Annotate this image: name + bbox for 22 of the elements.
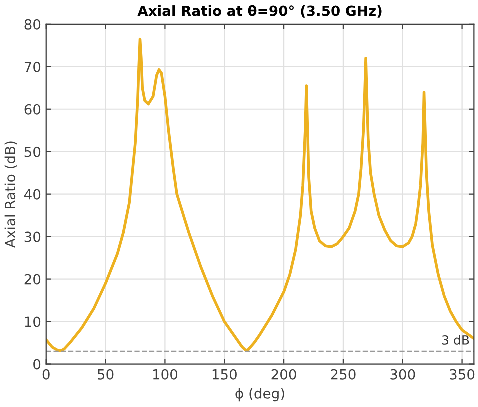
y-tick-label: 50 xyxy=(24,146,41,158)
x-tick-label: 350 xyxy=(450,369,475,380)
x-tick-label: 0 xyxy=(42,369,50,380)
x-tick-label: 50 xyxy=(98,369,114,380)
chart-title: Axial Ratio at θ=90° (3.50 GHz) xyxy=(138,5,382,18)
y-tick-label: 10 xyxy=(25,316,41,328)
x-tick-label: 150 xyxy=(212,369,237,380)
y-tick-label: 40 xyxy=(24,189,41,200)
x-tick-label: 300 xyxy=(390,369,416,380)
y-tick-label: 80 xyxy=(24,19,41,30)
y-axis-title: Axial Ratio (dB) xyxy=(4,142,18,248)
y-tick-label: 70 xyxy=(24,62,41,72)
y-tick-label: 0 xyxy=(34,359,41,370)
x-tick-label: 100 xyxy=(153,369,178,380)
y-tick-label: 60 xyxy=(24,104,41,115)
x-tick-label: 200 xyxy=(272,369,296,380)
y-tick-label: 20 xyxy=(24,274,41,285)
y-tick-label: 30 xyxy=(24,232,41,242)
x-axis-title: ϕ (deg) xyxy=(236,388,284,402)
ref-line-label: 3 dB xyxy=(442,335,470,345)
line-series xyxy=(46,38,474,352)
x-tick-label: 250 xyxy=(331,369,356,380)
